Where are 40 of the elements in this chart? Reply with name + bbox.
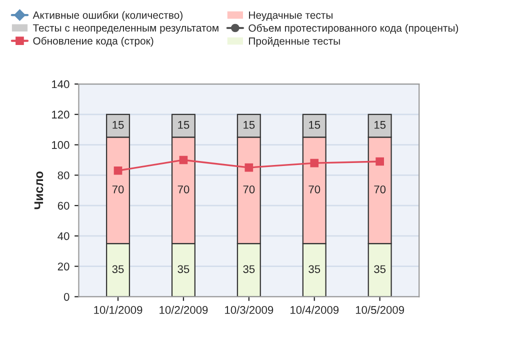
data-label: 15 [112, 121, 124, 129]
data-label: 15 [244, 121, 255, 129]
y-tick-label: 120 [52, 110, 70, 119]
data-label: 35 [243, 265, 255, 274]
x-tick-label: 10/4/2009 [290, 306, 339, 314]
x-tick-label: 10/2/2009 [160, 306, 208, 314]
point [179, 156, 188, 164]
data-label: 70 [178, 185, 190, 194]
data-label: 35 [374, 265, 386, 274]
y-tick-label: 40 [58, 232, 70, 240]
legend-label: Неудачные тесты [249, 12, 332, 21]
y-tick-label: 20 [58, 262, 70, 270]
legend-label: Объем протестированного кода (проценты) [248, 24, 458, 34]
point [310, 158, 319, 168]
data-label: 70 [243, 185, 255, 194]
data-label: 70 [374, 185, 386, 194]
point [376, 157, 384, 166]
y-tick-label: 140 [52, 80, 70, 88]
legend-label: Тесты с неопределенным результатом [32, 24, 218, 34]
legend-label: Пройденные тесты [249, 36, 340, 47]
x-tick-label: 10/1/2009 [94, 306, 142, 314]
x-tick-label: 10/3/2009 [225, 306, 274, 314]
data-label: 70 [308, 185, 320, 194]
point [114, 166, 122, 175]
data-label: 35 [308, 265, 320, 274]
data-label: 15 [309, 121, 320, 129]
y-tick-label: 0 [64, 292, 70, 301]
data-label: 15 [374, 121, 386, 129]
legend-label: Активные ошибки (количество) [32, 11, 182, 21]
x-tick-label: 10/5/2009 [356, 306, 404, 314]
data-label: 15 [178, 121, 190, 129]
legend-label: Обновление кода (строк) [33, 36, 154, 47]
y-axis-title: Число [34, 171, 44, 210]
y-tick-label: 100 [52, 141, 70, 149]
point [244, 163, 254, 172]
y-tick-label: 60 [58, 202, 70, 210]
data-label: 35 [112, 265, 124, 274]
y-tick-label: 80 [58, 171, 70, 180]
data-label: 35 [178, 265, 190, 274]
data-label: 70 [112, 185, 124, 194]
